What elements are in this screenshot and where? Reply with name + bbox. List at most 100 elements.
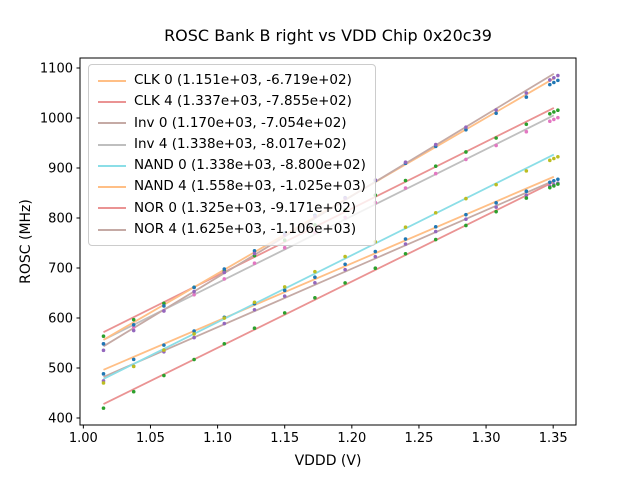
data-point-inv-0 xyxy=(464,217,468,222)
data-point-nor-4 xyxy=(252,251,257,256)
data-point-nor-0 xyxy=(222,341,227,346)
data-point-inv-4 xyxy=(464,157,468,162)
y-tick-label: 1000 xyxy=(40,112,73,127)
data-point-inv-4 xyxy=(524,129,529,134)
x-tick-label: 1.35 xyxy=(539,431,568,446)
legend-entry: Inv 0 (1.170e+03, -7.054e+02) xyxy=(98,113,366,134)
axes-frame xyxy=(79,57,577,426)
data-point-nor-0 xyxy=(548,185,552,190)
data-point-clk-4 xyxy=(524,122,529,127)
data-point-nand-4 xyxy=(192,285,196,290)
data-point-nand-0 xyxy=(433,210,438,215)
data-point-nor-4 xyxy=(101,348,106,353)
fit-line-nor-0 xyxy=(103,181,555,405)
fit-line-inv-0 xyxy=(103,179,555,378)
data-point-clk-4 xyxy=(101,334,106,339)
data-point-inv-0 xyxy=(313,281,317,285)
data-point-nand-4 xyxy=(552,80,556,85)
data-point-clk-0 xyxy=(552,178,556,183)
legend-entry-label: NOR 4 (1.625e+03, -1.106e+03) xyxy=(134,221,357,238)
legend-entry: NAND 0 (1.338e+03, -8.800e+02) xyxy=(98,155,366,176)
data-point-nor-0 xyxy=(101,406,106,410)
data-point-inv-0 xyxy=(222,321,227,326)
data-point-nor-4 xyxy=(131,328,136,333)
data-point-nand-0 xyxy=(162,348,166,352)
data-point-nor-0 xyxy=(282,311,287,315)
y-tick-label: 900 xyxy=(48,162,73,177)
data-point-nand-0 xyxy=(131,364,136,369)
data-point-clk-4 xyxy=(464,150,468,154)
y-tick-label: 400 xyxy=(48,412,73,427)
legend-entry: Inv 4 (1.338e+03, -8.017e+02) xyxy=(98,134,366,155)
data-point-inv-0 xyxy=(282,294,287,298)
fit-line-clk-0 xyxy=(103,175,555,371)
x-axis-label: VDDD (V) xyxy=(294,453,362,469)
data-point-nor-0 xyxy=(403,251,408,256)
data-point-nor-4 xyxy=(548,78,552,82)
data-point-nor-0 xyxy=(464,223,468,228)
data-point-clk-0 xyxy=(556,177,560,182)
data-point-inv-4 xyxy=(403,186,408,190)
legend-entry-label: NAND 0 (1.338e+03, -8.800e+02) xyxy=(134,157,366,174)
data-point-inv-4 xyxy=(222,277,227,281)
data-point-nand-4 xyxy=(222,267,227,271)
data-point-clk-4 xyxy=(552,110,556,114)
data-point-nor-0 xyxy=(494,209,498,214)
data-point-nand-0 xyxy=(464,196,468,201)
x-tick-label: 1.00 xyxy=(69,431,98,446)
data-point-nor-4 xyxy=(222,270,227,275)
data-point-nor-4 xyxy=(556,73,560,78)
legend-line-sample xyxy=(98,122,126,125)
legend-entry-label: CLK 4 (1.337e+03, -7.855e+02) xyxy=(134,93,352,110)
data-point-inv-0 xyxy=(403,242,408,246)
data-point-nor-0 xyxy=(162,373,166,378)
data-point-nor-0 xyxy=(313,295,317,300)
fit-line-nand-0 xyxy=(103,153,555,380)
data-point-inv-0 xyxy=(252,307,257,312)
legend-line-sample xyxy=(98,100,126,103)
data-point-inv-4 xyxy=(494,143,498,148)
data-point-clk-0 xyxy=(101,372,106,376)
y-tick-label: 500 xyxy=(48,362,73,377)
data-point-nand-0 xyxy=(524,169,529,173)
data-point-clk-0 xyxy=(494,201,498,205)
legend-line-sample xyxy=(98,207,126,210)
x-tick-label: 1.30 xyxy=(472,431,501,446)
y-tick-label: 1100 xyxy=(40,62,73,77)
data-point-clk-0 xyxy=(192,329,196,333)
data-point-inv-4 xyxy=(252,261,257,265)
data-point-inv-4 xyxy=(282,245,287,250)
data-point-nor-0 xyxy=(524,196,529,200)
data-point-clk-0 xyxy=(403,237,408,241)
data-point-nand-4 xyxy=(162,304,166,308)
data-point-nand-0 xyxy=(252,300,257,305)
data-point-clk-4 xyxy=(548,111,552,116)
data-point-nand-0 xyxy=(343,254,347,259)
legend-line-sample xyxy=(98,186,126,189)
y-tick-label: 700 xyxy=(48,262,73,277)
y-tick-label: 800 xyxy=(48,212,73,227)
data-point-nor-0 xyxy=(252,326,257,331)
data-point-nor-4 xyxy=(494,108,498,112)
data-point-inv-4 xyxy=(131,325,136,330)
data-point-nand-4 xyxy=(548,82,552,87)
x-tick-label: 1.20 xyxy=(337,431,366,446)
data-point-nor-0 xyxy=(373,266,378,271)
data-point-nand-0 xyxy=(552,156,556,161)
data-point-nand-0 xyxy=(494,182,498,187)
legend-entry: CLK 4 (1.337e+03, -7.855e+02) xyxy=(98,91,366,112)
legend-entry-label: CLK 0 (1.151e+03, -6.719e+02) xyxy=(134,72,352,88)
data-point-nand-4 xyxy=(131,322,136,327)
data-point-nand-4 xyxy=(101,342,106,346)
data-point-inv-0 xyxy=(373,254,378,259)
data-point-nand-0 xyxy=(192,332,196,336)
data-point-clk-0 xyxy=(162,343,166,347)
data-point-inv-4 xyxy=(192,292,196,297)
data-point-inv-4 xyxy=(433,171,438,176)
data-point-nor-4 xyxy=(162,309,166,313)
data-point-nand-4 xyxy=(464,127,468,132)
data-point-inv-0 xyxy=(524,193,529,198)
data-point-clk-4 xyxy=(433,164,438,168)
data-point-nand-0 xyxy=(222,316,227,320)
legend-line-sample xyxy=(98,79,126,82)
